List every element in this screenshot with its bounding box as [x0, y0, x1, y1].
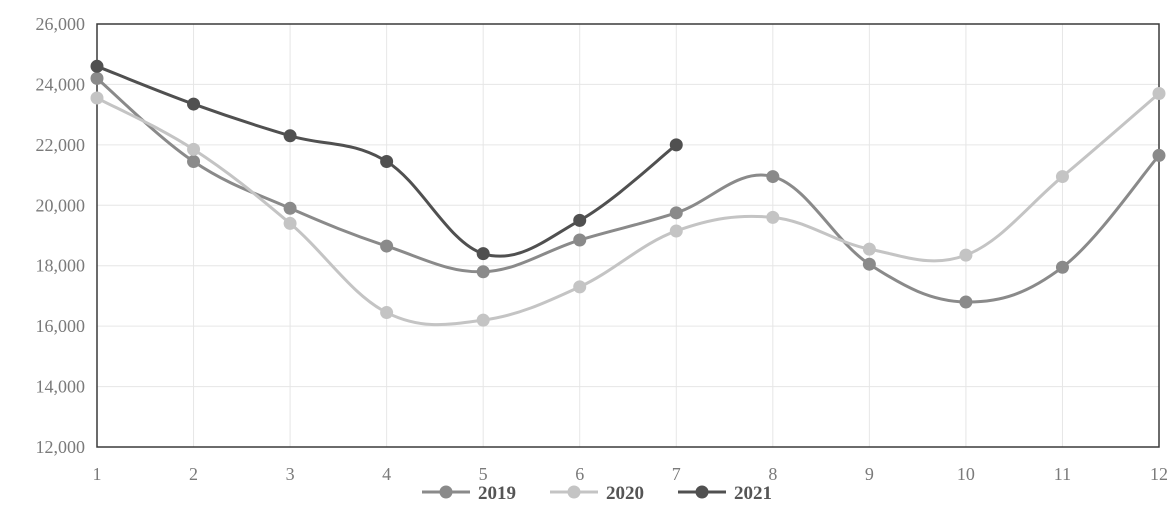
x-axis-tick-labels: 1 2 3 4 5 6 7 8 9 10 11 12: [93, 464, 1169, 484]
data-point-2020-7: [669, 224, 683, 238]
x-tick-label: 3: [286, 464, 295, 484]
data-point-2019-10: [959, 295, 973, 309]
data-point-2020-10: [959, 248, 973, 262]
legend-item-2020: 2020: [550, 483, 644, 504]
data-point-2019-4: [380, 239, 394, 253]
data-point-2020-8: [766, 210, 780, 224]
y-tick-label: 16,000: [36, 316, 86, 336]
series-group: [90, 59, 1166, 327]
y-tick-label: 22,000: [36, 135, 86, 155]
y-tick-label: 26,000: [36, 14, 86, 34]
data-point-2019-3: [283, 201, 297, 215]
x-tick-label: 11: [1054, 464, 1071, 484]
x-tick-label: 4: [382, 464, 391, 484]
y-tick-label: 20,000: [36, 195, 86, 215]
data-point-2021-2: [187, 97, 201, 111]
data-point-2019-9: [862, 257, 876, 271]
data-point-2021-5: [476, 247, 490, 261]
series-line-2020: [96, 92, 1160, 327]
data-point-2020-2: [187, 142, 201, 156]
data-point-2019-1: [90, 71, 104, 85]
series-2020: [90, 86, 1166, 327]
y-axis-tick-labels: 12,000 14,000 16,000 18,000 20,000 22,000 24,0…: [36, 14, 86, 457]
data-point-2021-6: [573, 213, 587, 227]
x-tick-label: 1: [93, 464, 102, 484]
legend-label: 2020: [606, 483, 644, 504]
data-point-2019-5: [476, 265, 490, 279]
series-2021: [90, 59, 683, 261]
data-point-2021-3: [283, 129, 297, 143]
legend-label: 2019: [478, 483, 516, 504]
data-point-2021-1: [90, 59, 104, 73]
x-tick-label: 7: [672, 464, 681, 484]
legend-item-2021: 2021: [678, 483, 772, 504]
data-point-2019-12: [1152, 148, 1166, 162]
data-point-2019-8: [766, 170, 780, 184]
x-tick-label: 6: [575, 464, 584, 484]
data-point-2020-3: [283, 216, 297, 230]
legend-item-2019: 2019: [422, 483, 516, 504]
x-tick-label: 12: [1150, 464, 1168, 484]
series-line-2019: [96, 77, 1161, 304]
data-point-2019-2: [187, 154, 201, 168]
x-tick-label: 9: [865, 464, 874, 484]
legend-swatch-marker: [695, 485, 709, 499]
data-point-2020-1: [90, 91, 104, 105]
x-tick-label: 5: [479, 464, 488, 484]
data-point-2020-11: [1055, 170, 1069, 184]
data-point-2019-7: [669, 206, 683, 220]
data-point-2020-6: [573, 280, 587, 294]
data-point-2021-7: [669, 138, 683, 152]
data-point-2020-12: [1152, 86, 1166, 100]
data-point-2020-4: [380, 306, 394, 320]
x-tick-label: 2: [189, 464, 198, 484]
legend-swatch-marker: [439, 485, 453, 499]
legend-swatch-marker: [567, 485, 581, 499]
data-point-2019-6: [573, 233, 587, 247]
data-point-2019-11: [1055, 260, 1069, 274]
data-point-2020-5: [476, 313, 490, 327]
data-point-2021-4: [380, 154, 394, 168]
legend: 2019 2020 2021: [422, 483, 772, 504]
plot-border: [96, 23, 1160, 448]
data-point-2020-9: [862, 242, 876, 256]
legend-label: 2021: [734, 483, 772, 504]
y-tick-label: 12,000: [36, 437, 86, 457]
x-tick-label: 8: [768, 464, 777, 484]
series-2019: [90, 71, 1166, 309]
y-tick-label: 24,000: [36, 74, 86, 94]
y-tick-label: 18,000: [36, 256, 86, 276]
x-tick-label: 10: [957, 464, 975, 484]
y-tick-label: 14,000: [36, 377, 86, 397]
